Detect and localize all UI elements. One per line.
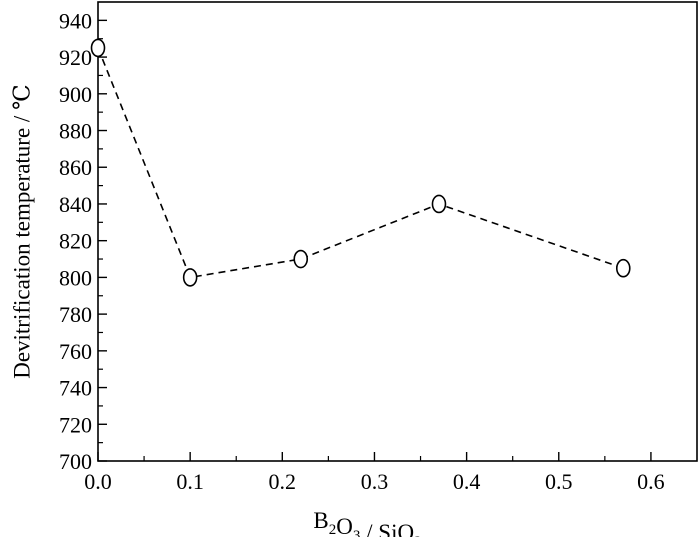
x-axis-label: B2O3 / SiO2 <box>313 508 421 537</box>
y-tick-label: 700 <box>59 449 92 474</box>
x-axis-label-text: / SiO <box>360 520 414 537</box>
x-tick-label: 0.2 <box>269 469 297 494</box>
x-axis-label-text: O <box>336 514 353 537</box>
y-tick-label: 760 <box>59 339 92 364</box>
y-tick-label: 720 <box>59 412 92 437</box>
x-tick-label: 0.6 <box>637 469 665 494</box>
data-point <box>182 268 198 287</box>
y-tick-label: 840 <box>59 192 92 217</box>
series <box>90 38 631 287</box>
series-line <box>97 47 624 279</box>
y-tick-label: 900 <box>59 82 92 107</box>
data-point <box>293 249 309 269</box>
x-tick-label: 0.0 <box>84 469 112 494</box>
y-tick-label: 800 <box>59 265 92 290</box>
x-axis-label-subscript: 2 <box>414 534 422 537</box>
y-tick-label: 920 <box>59 45 92 70</box>
labels: Devitrification temperature / ℃ B2O3 / S… <box>9 84 421 537</box>
plot-frame <box>97 1 698 462</box>
data-point <box>615 258 631 278</box>
x-tick-label: 0.3 <box>361 469 389 494</box>
data-point <box>431 194 447 214</box>
y-tick-label: 940 <box>59 8 92 33</box>
y-tick-label: 740 <box>59 376 92 401</box>
x-tick-label: 0.5 <box>545 469 573 494</box>
x-axis-label-subscript: 2 <box>329 522 337 537</box>
x-tick-label: 0.4 <box>453 469 481 494</box>
x-axis-label-subscript: 3 <box>353 528 361 537</box>
y-tick-label: 860 <box>59 155 92 180</box>
x-axis-label-text: B <box>313 508 328 533</box>
y-tick-label: 820 <box>59 229 92 254</box>
axes: 700 720 740 760 780 800 820 840 860 880 900 920 940 0… <box>59 1 698 494</box>
y-axis-label: Devitrification temperature / ℃ <box>9 84 34 379</box>
data-point <box>90 38 106 58</box>
y-tick-label: 780 <box>59 302 92 327</box>
y-tick-label: 880 <box>59 119 92 144</box>
x-tick-label: 0.1 <box>176 469 204 494</box>
